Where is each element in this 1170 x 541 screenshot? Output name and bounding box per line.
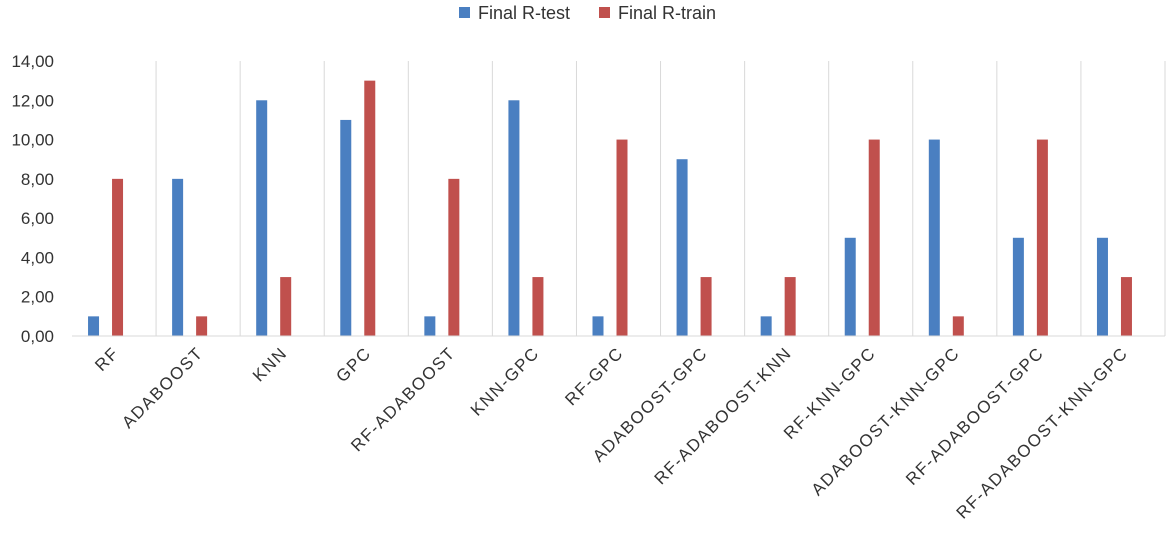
y-tick-label: 10,00 <box>11 131 54 150</box>
bar-r-test-rf-adaboost-gpc <box>1012 237 1024 336</box>
bar-r-train-rf-gpc <box>616 139 628 336</box>
y-tick-label: 12,00 <box>11 91 54 110</box>
x-category-label: RF <box>91 343 123 375</box>
x-category-label: RF-GPC <box>561 343 627 409</box>
x-category-label: KNN-GPC <box>467 343 543 419</box>
legend-item-1: Final R-test <box>459 3 570 23</box>
bar-r-train-rf-adaboost-knn-gpc <box>1120 277 1132 336</box>
bar-r-test-knn <box>256 100 268 337</box>
bar-r-test-rf-adaboost-knn-gpc <box>1096 237 1108 336</box>
legend-swatch <box>599 7 610 18</box>
bar-r-train-adaboost-gpc <box>700 277 712 336</box>
bar-r-train-rf <box>112 178 124 336</box>
y-tick-label: 2,00 <box>21 288 54 307</box>
legend-swatch <box>459 7 470 18</box>
bar-r-train-knn <box>280 277 292 336</box>
bar-r-train-rf-adaboost-knn <box>784 277 796 336</box>
x-category-label: ADABOOST <box>118 343 207 432</box>
bar-r-train-rf-adaboost-gpc <box>1036 139 1048 336</box>
legend-label: Final R-train <box>618 3 716 23</box>
bar-r-train-adaboost-knn-gpc <box>952 316 964 336</box>
x-category-label: RF-ADABOOST-KNN-GPC <box>953 343 1132 522</box>
y-tick-label: 14,00 <box>11 52 54 71</box>
x-category-label: GPC <box>332 343 375 386</box>
gridlines <box>155 61 1166 336</box>
bar-r-test-knn-gpc <box>508 100 520 337</box>
x-category-label: RF-ADABOOST-KNN <box>651 343 796 488</box>
bar-r-test-rf <box>88 316 100 336</box>
legend: Final R-test Final R-train <box>459 3 716 23</box>
bar-r-test-adaboost-gpc <box>676 159 688 336</box>
legend-label: Final R-test <box>478 3 570 23</box>
x-category-label: RF-ADABOOST-GPC <box>902 343 1048 489</box>
y-tick-label: 6,00 <box>21 209 54 228</box>
y-axis: 0,00 2,00 4,00 6,00 8,00 10,00 12,00 14,00 <box>11 52 54 346</box>
bar-r-train-adaboost <box>196 316 208 336</box>
bar-r-test-rf-adaboost-knn <box>760 316 772 336</box>
x-category-label: KNN <box>249 343 291 385</box>
bar-r-test-rf-knn-gpc <box>844 237 856 336</box>
y-tick-label: 4,00 <box>21 248 54 267</box>
bars <box>88 80 1132 337</box>
bar-r-test-rf-gpc <box>592 316 604 336</box>
bar-r-test-adaboost-knn-gpc <box>928 139 940 336</box>
bar-r-train-gpc <box>364 80 376 337</box>
x-category-label: ADABOOST-KNN-GPC <box>808 343 964 499</box>
bar-r-test-rf-adaboost <box>424 316 436 336</box>
bar-r-test-gpc <box>340 119 352 336</box>
y-tick-label: 8,00 <box>21 170 54 189</box>
bar-r-test-adaboost <box>172 178 184 336</box>
bar-r-train-rf-adaboost <box>448 178 460 336</box>
legend-item-2: Final R-train <box>599 3 716 23</box>
bar-r-train-rf-knn-gpc <box>868 139 880 336</box>
y-tick-label: 0,00 <box>21 327 54 346</box>
bar-r-train-knn-gpc <box>532 277 544 336</box>
